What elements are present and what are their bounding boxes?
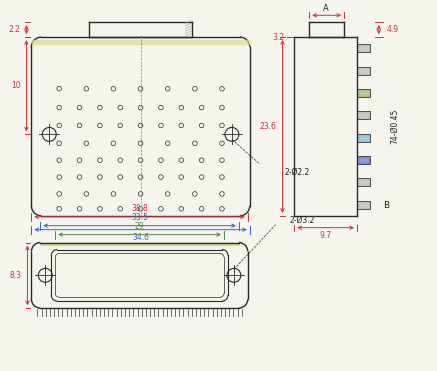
Text: 29: 29 [135,222,144,231]
Bar [357,67,370,75]
Bar [358,112,369,118]
Bar [357,134,370,142]
Bar [357,156,370,164]
Bar [357,89,370,97]
Bar [358,45,369,51]
Text: 38.8: 38.8 [131,204,148,213]
Text: 9.7: 9.7 [319,231,332,240]
Bar [358,179,369,185]
Bar [357,111,370,119]
Text: 34.6: 34.6 [132,233,149,242]
Bar [357,44,370,52]
Text: B: B [383,201,389,210]
Bar [357,178,370,186]
Text: 23.6: 23.6 [260,122,277,131]
Text: 4.9: 4.9 [387,25,399,34]
Text: 3.2: 3.2 [273,33,284,42]
Text: 8.3: 8.3 [10,271,21,280]
Text: 2.2: 2.2 [9,25,21,34]
Text: 2-Ø2.2: 2-Ø2.2 [284,168,310,177]
Text: A: A [323,4,329,13]
Text: 10: 10 [11,81,21,90]
Bar [358,157,369,163]
Text: 33.5: 33.5 [131,213,148,222]
Bar [358,68,369,73]
Bar [357,201,370,209]
Text: 74-Ø0.45: 74-Ø0.45 [390,109,399,144]
Bar [358,135,369,141]
Bar [358,90,369,96]
Text: 2-Ø3.2: 2-Ø3.2 [290,216,315,225]
Bar [358,201,369,208]
